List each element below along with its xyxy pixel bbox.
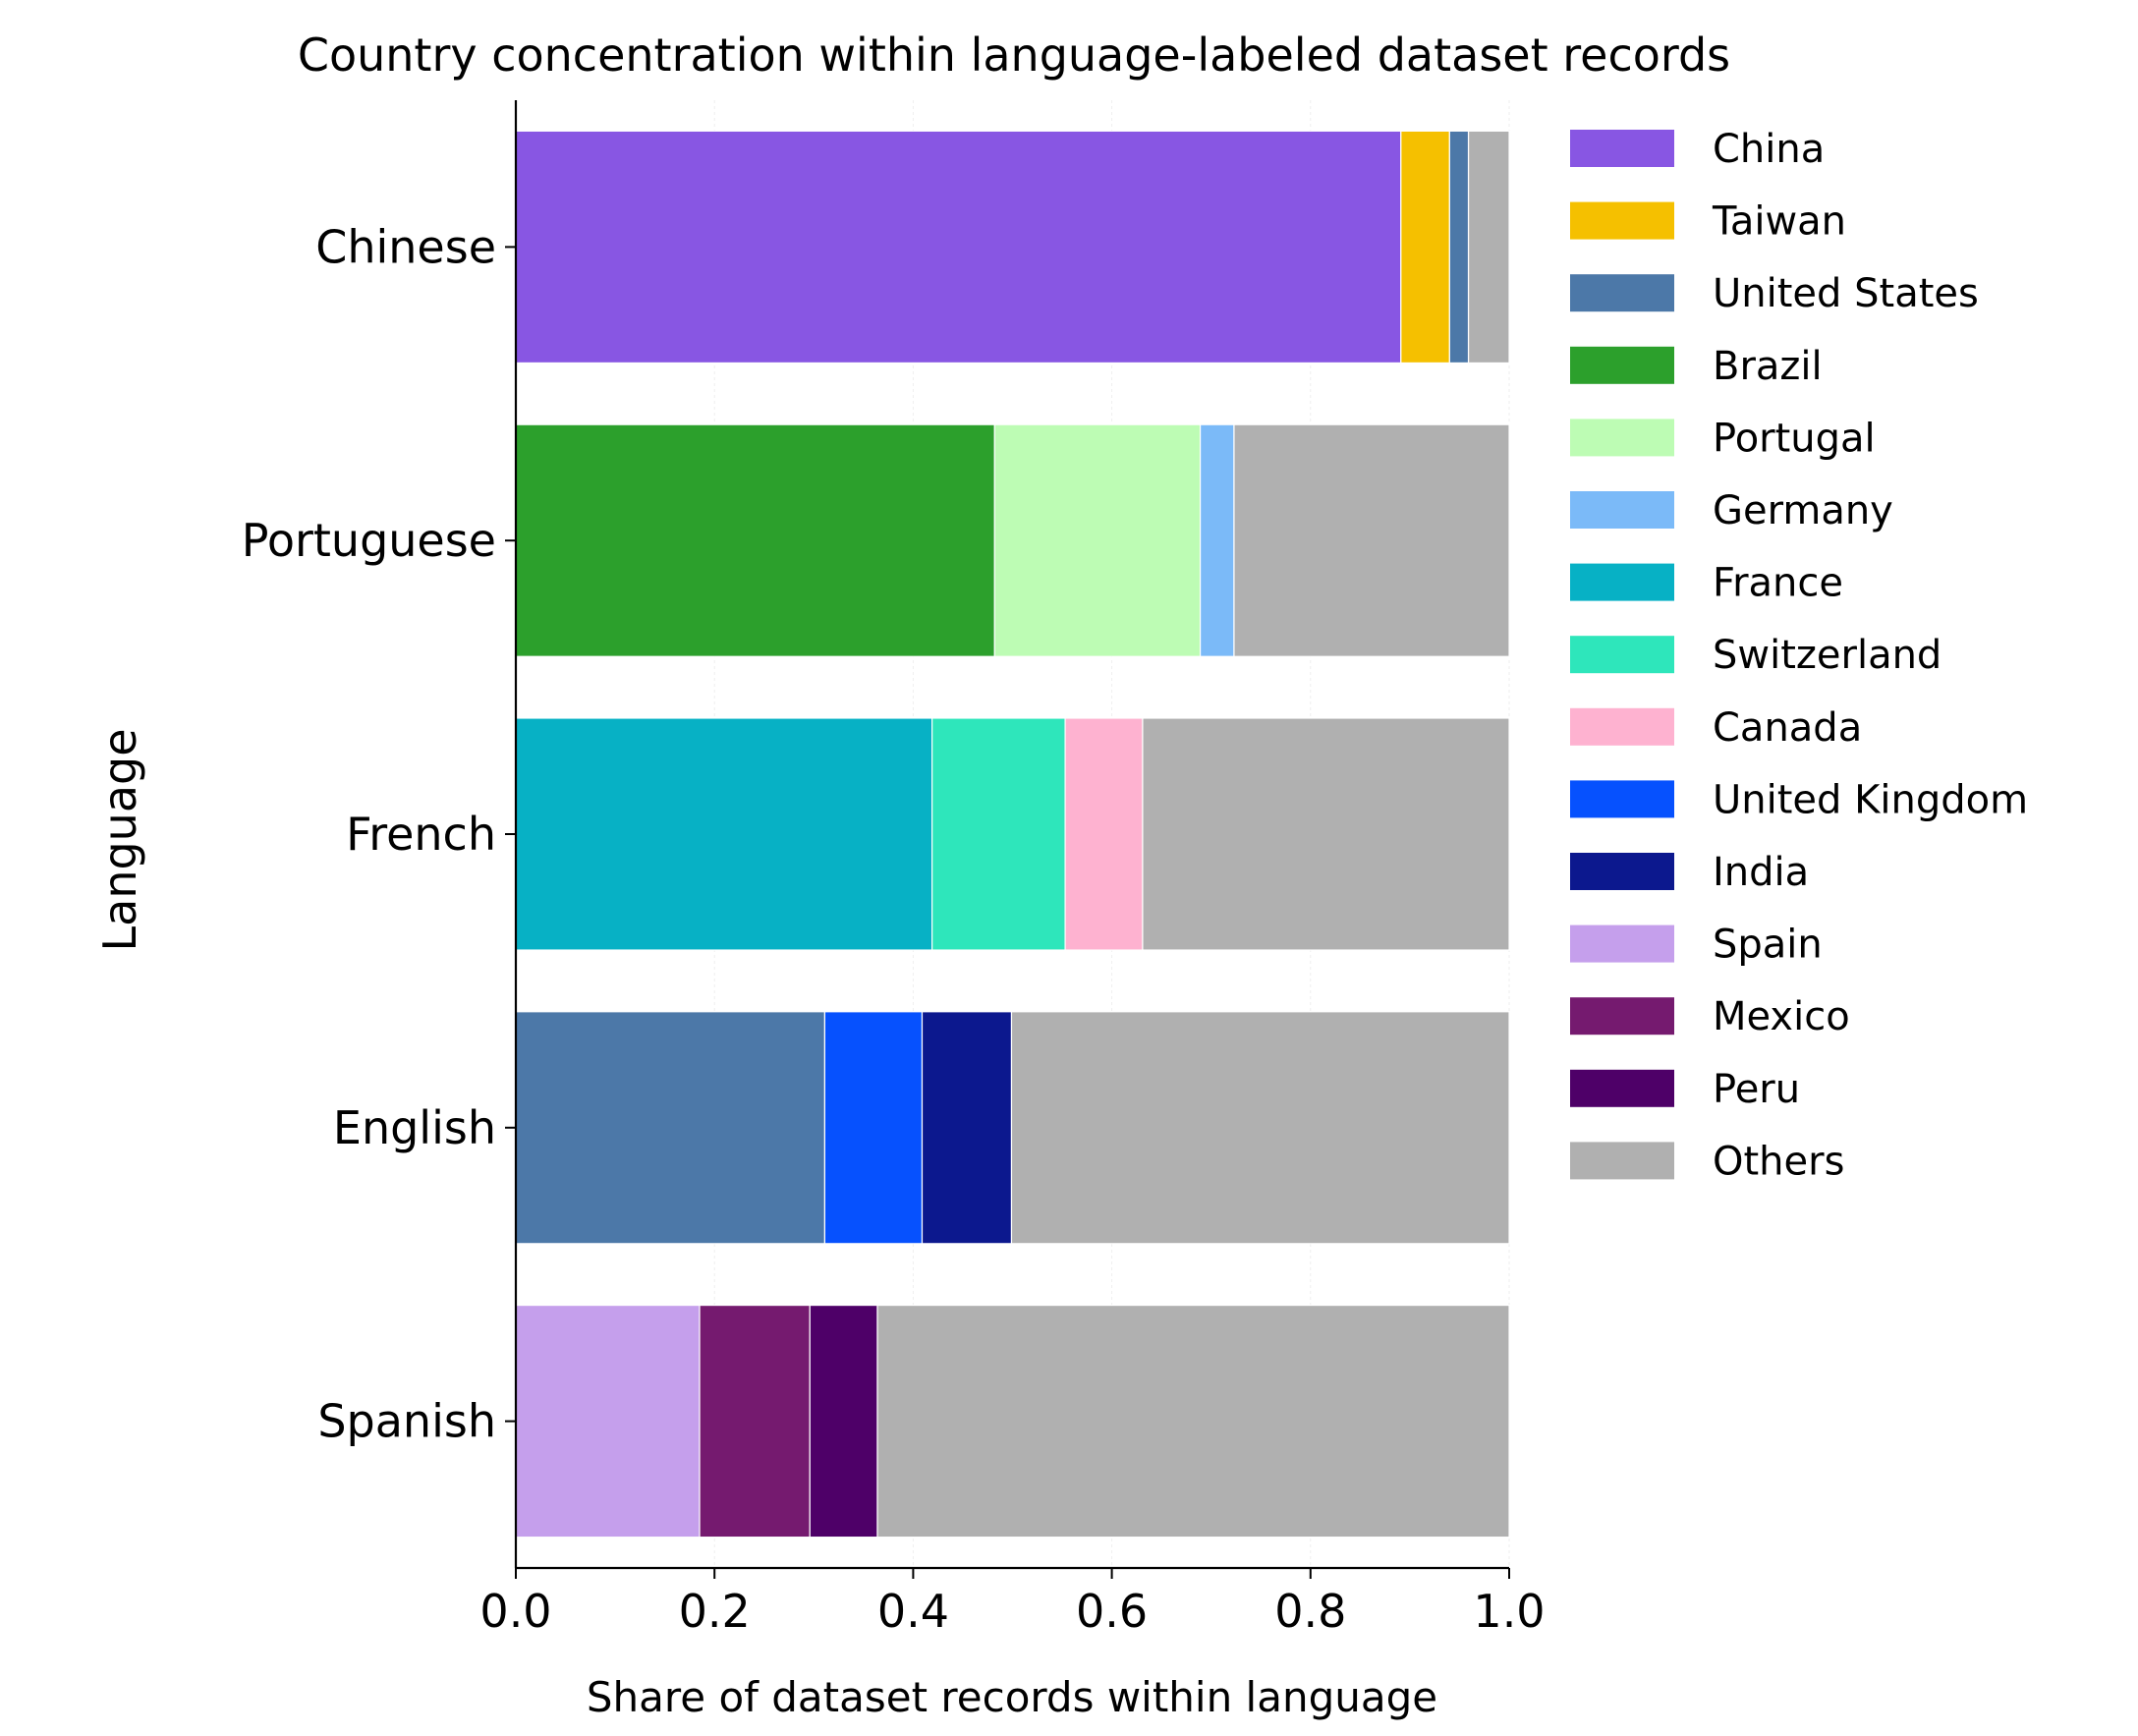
y-axis-label: Language xyxy=(93,728,146,951)
bar-english-india xyxy=(921,1011,1013,1245)
chart-title: Country concentration within language-la… xyxy=(298,28,1730,82)
x-axis-ticks: 0.0 0.2 0.4 0.6 0.8 1.0 xyxy=(479,1568,1546,1638)
legend-label-switzerland: Switzerland xyxy=(1713,633,1941,678)
y-tick-label-english: English xyxy=(333,1101,496,1154)
legend-swatch-mexico xyxy=(1570,997,1674,1036)
legend-swatch-others xyxy=(1570,1142,1674,1180)
x-tick-label: 0.6 xyxy=(1076,1585,1148,1638)
legend-swatch-brazil xyxy=(1570,346,1674,384)
y-tick-label-french: French xyxy=(346,808,496,861)
legend-label-canada: Canada xyxy=(1713,705,1862,751)
x-axis-label: Share of dataset records within language xyxy=(587,1673,1437,1721)
legend-label-brazil: Brazil xyxy=(1713,344,1823,389)
y-tick-label-portuguese: Portuguese xyxy=(242,514,496,567)
x-tick-label: 1.0 xyxy=(1473,1585,1545,1638)
legend-swatch-france xyxy=(1570,563,1674,601)
legend-label-peru: Peru xyxy=(1713,1067,1800,1112)
legend-swatch-switzerland xyxy=(1570,636,1674,674)
legend-swatch-china xyxy=(1570,130,1674,167)
legend-label-united-states: United States xyxy=(1713,271,1979,316)
x-tick-label: 0.0 xyxy=(479,1585,551,1638)
bar-chinese-taiwan xyxy=(1400,130,1450,364)
legend-label-spain: Spain xyxy=(1713,923,1823,968)
legend: China Taiwan United States Brazil Portugal Ge… xyxy=(1570,127,2028,1184)
legend-label-germany: Germany xyxy=(1713,488,1893,533)
legend-label-united-kingdom: United Kingdom xyxy=(1713,777,2028,822)
legend-swatch-peru xyxy=(1570,1069,1674,1107)
bar-portuguese-portugal xyxy=(993,423,1202,657)
legend-swatch-portugal xyxy=(1570,419,1674,457)
y-axis-ticks: Chinese Portuguese French English Spanish xyxy=(242,220,516,1448)
bar-spanish-others xyxy=(876,1304,1510,1539)
legend-label-india: India xyxy=(1713,850,1809,895)
legend-swatch-canada xyxy=(1570,707,1674,746)
bar-english-united-states xyxy=(515,1011,826,1245)
y-tick-label-spanish: Spanish xyxy=(317,1395,496,1448)
legend-label-taiwan: Taiwan xyxy=(1712,199,1846,245)
bar-chinese-china xyxy=(515,130,1402,364)
bar-portuguese-brazil xyxy=(515,423,995,657)
bar-spanish-mexico xyxy=(699,1304,811,1539)
legend-label-others: Others xyxy=(1713,1139,1844,1184)
legend-label-france: France xyxy=(1713,561,1843,606)
bar-portuguese-germany xyxy=(1199,423,1235,657)
bar-spanish-peru xyxy=(809,1304,878,1539)
legend-label-china: China xyxy=(1713,127,1825,172)
x-tick-label: 0.4 xyxy=(877,1585,949,1638)
legend-label-mexico: Mexico xyxy=(1713,994,1850,1039)
y-tick-label-chinese: Chinese xyxy=(315,220,496,273)
bar-spanish-spain xyxy=(515,1304,701,1539)
legend-swatch-taiwan xyxy=(1570,201,1674,240)
bar-chinese-others xyxy=(1467,130,1510,364)
bar-french-switzerland xyxy=(931,717,1066,951)
x-tick-label: 0.2 xyxy=(679,1585,751,1638)
bar-french-others xyxy=(1142,717,1510,951)
bar-english-united-kingdom xyxy=(823,1011,924,1245)
legend-swatch-united-states xyxy=(1570,274,1674,312)
legend-swatch-spain xyxy=(1570,924,1674,963)
bar-chinese-united-states xyxy=(1448,130,1470,364)
legend-swatch-united-kingdom xyxy=(1570,780,1674,818)
bar-french-france xyxy=(515,717,933,951)
bar-french-canada xyxy=(1064,717,1144,951)
bar-english-others xyxy=(1010,1011,1510,1245)
bars xyxy=(515,130,1510,1539)
legend-label-portugal: Portugal xyxy=(1713,416,1876,461)
legend-swatch-germany xyxy=(1570,491,1674,529)
bar-portuguese-others xyxy=(1233,423,1510,657)
legend-swatch-india xyxy=(1570,853,1674,890)
x-tick-label: 0.8 xyxy=(1274,1585,1346,1638)
